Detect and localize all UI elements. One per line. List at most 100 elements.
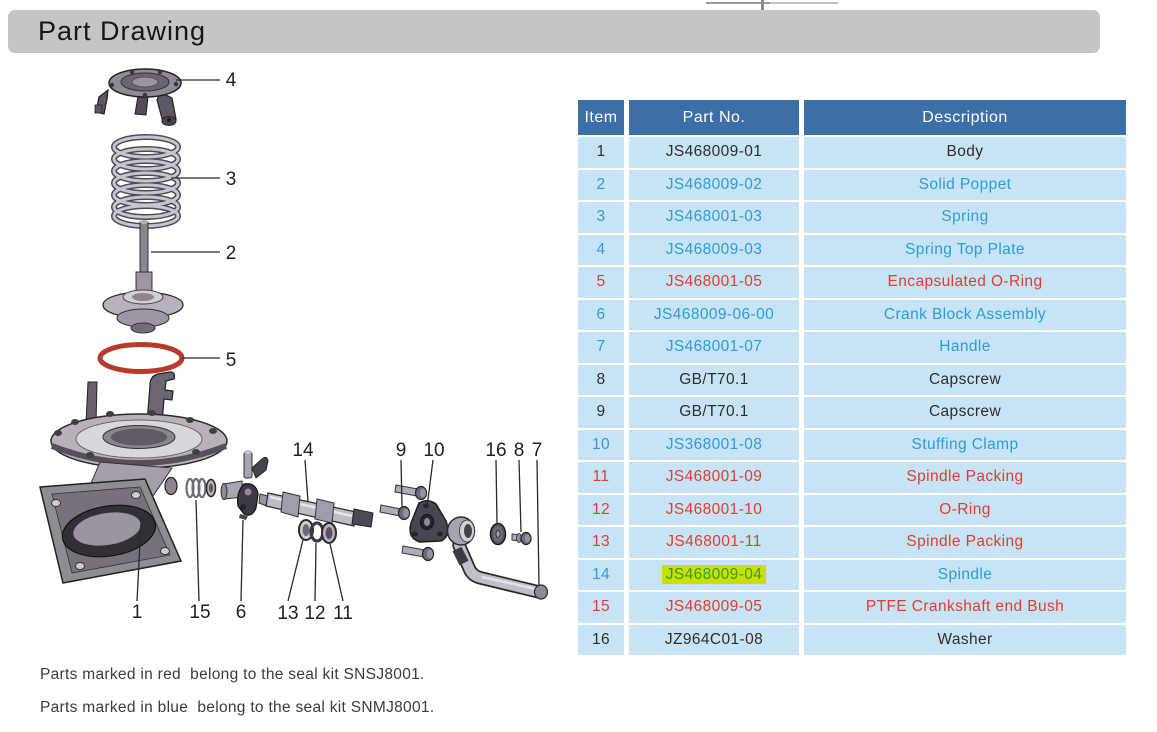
item-cell: 15 bbox=[578, 592, 624, 623]
table-row: 10 JS368001-08 Stuffing Clamp bbox=[578, 429, 1126, 460]
table-row: 15 JS468009-05 PTFE Crankshaft end Bush bbox=[578, 592, 1126, 623]
part-no-cell: JZ964C01-08 bbox=[629, 624, 799, 655]
part-no-cell: JS368001-08 bbox=[629, 429, 799, 460]
part-packing-rings bbox=[298, 519, 337, 544]
cropped-line-artifact bbox=[706, 2, 770, 4]
part-spring-top-plate bbox=[94, 68, 182, 126]
table-row: 3 JS468001-03 Spring bbox=[578, 202, 1126, 233]
description-cell: Stuffing Clamp bbox=[804, 429, 1126, 460]
callout-label-15: 15 bbox=[189, 602, 210, 623]
part-no-cell: JS468001-07 bbox=[629, 332, 799, 363]
part-body bbox=[39, 371, 228, 584]
callout-label-9: 9 bbox=[396, 440, 407, 461]
item-cell: 3 bbox=[578, 202, 624, 233]
part-no-cell: JS468001-10 bbox=[629, 494, 799, 525]
table-row: 8 GB/T70.1 Capscrew bbox=[578, 364, 1126, 395]
callout-label-2: 2 bbox=[226, 243, 237, 264]
table-row: 1 JS468009-01 Body bbox=[578, 137, 1126, 168]
part-spring bbox=[111, 134, 181, 229]
item-cell: 8 bbox=[578, 364, 624, 395]
table-row: 12 JS468001-10 O-Ring bbox=[578, 494, 1126, 525]
description-cell: O-Ring bbox=[804, 494, 1126, 525]
seal-kit-notes: Parts marked in red belong to the seal k… bbox=[40, 658, 434, 724]
cropped-tick-artifact bbox=[761, 0, 764, 11]
callout-label-14: 14 bbox=[292, 440, 314, 461]
description-cell: Capscrew bbox=[804, 364, 1126, 395]
description-cell: Washer bbox=[804, 624, 1126, 655]
item-cell: 7 bbox=[578, 332, 624, 363]
table-row: 2 JS468009-02 Solid Poppet bbox=[578, 169, 1126, 200]
part-no-cell: JS468009-01 bbox=[629, 137, 799, 168]
table-row: 13 JS468001-11 Spindle Packing bbox=[578, 527, 1126, 558]
callout-label-10: 10 bbox=[423, 440, 444, 461]
table-header-row: Item Part No. Description bbox=[578, 100, 1126, 135]
description-cell: Spindle Packing bbox=[804, 527, 1126, 558]
col-header-part-no: Part No. bbox=[629, 100, 799, 135]
part-washer bbox=[489, 522, 507, 546]
description-cell: Spring Top Plate bbox=[804, 234, 1126, 265]
table-row: 4 JS468009-03 Spring Top Plate bbox=[578, 234, 1126, 265]
item-cell: 1 bbox=[578, 137, 624, 168]
callout-label-3: 3 bbox=[226, 169, 237, 190]
table-row: 6 JS468009-06-00 Crank Block Assembly bbox=[578, 299, 1126, 330]
item-cell: 13 bbox=[578, 527, 624, 558]
part-crank-block bbox=[220, 450, 269, 520]
callout-label-8: 8 bbox=[514, 440, 525, 461]
section-header: Part Drawing bbox=[8, 10, 1100, 53]
item-cell: 16 bbox=[578, 624, 624, 655]
item-cell: 6 bbox=[578, 299, 624, 330]
page-title: Part Drawing bbox=[38, 16, 207, 46]
description-cell: Handle bbox=[804, 332, 1126, 363]
callout-label-7: 7 bbox=[532, 440, 543, 461]
part-capscrews bbox=[379, 484, 435, 562]
item-cell: 5 bbox=[578, 267, 624, 298]
exploded-view-diagram: 4 3 2 5 14 9 10 16 8 7 1 15 6 13 12 11 bbox=[39, 68, 549, 624]
description-cell: PTFE Crankshaft end Bush bbox=[804, 592, 1126, 623]
parts-table: Item Part No. Description 1 JS468009-01 … bbox=[573, 98, 1131, 657]
part-solid-poppet bbox=[102, 220, 184, 334]
part-encapsulated-o-ring bbox=[97, 342, 185, 374]
callout-label-5: 5 bbox=[226, 350, 237, 371]
callout-label-4: 4 bbox=[226, 70, 237, 91]
cropped-line-artifact-light bbox=[770, 2, 838, 4]
table-row: 14 JS468009-04 Spindle bbox=[578, 559, 1126, 590]
callout-label-6: 6 bbox=[236, 602, 247, 623]
table-row: 11 JS468001-09 Spindle Packing bbox=[578, 462, 1126, 493]
part-stuffing-clamp bbox=[409, 500, 449, 543]
description-cell: Spring bbox=[804, 202, 1126, 233]
part-no-cell: GB/T70.1 bbox=[629, 364, 799, 395]
part-capscrew-8 bbox=[511, 531, 532, 546]
highlighted-part-no: JS468009-04 bbox=[661, 564, 767, 584]
item-cell: 4 bbox=[578, 234, 624, 265]
part-no-cell: JS468001-09 bbox=[629, 462, 799, 493]
part-no-cell: JS468009-02 bbox=[629, 169, 799, 200]
item-cell: 10 bbox=[578, 429, 624, 460]
part-no-cell: GB/T70.1 bbox=[629, 397, 799, 428]
note-red-seal-kit: Parts marked in red belong to the seal k… bbox=[40, 666, 425, 683]
description-cell: Body bbox=[804, 137, 1126, 168]
part-no-cell: JS468009-04 bbox=[629, 559, 799, 590]
callout-label-13: 13 bbox=[277, 603, 298, 624]
description-cell: Solid Poppet bbox=[804, 169, 1126, 200]
description-cell: Crank Block Assembly bbox=[804, 299, 1126, 330]
item-cell: 14 bbox=[578, 559, 624, 590]
table-row: 7 JS468001-07 Handle bbox=[578, 332, 1126, 363]
part-no-cell: JS468009-05 bbox=[629, 592, 799, 623]
item-cell: 9 bbox=[578, 397, 624, 428]
callout-labels: 4 3 2 5 14 9 10 16 8 7 1 15 6 13 12 11 bbox=[132, 70, 543, 624]
col-header-item: Item bbox=[578, 100, 624, 135]
note-blue-seal-kit: Parts marked in blue belong to the seal … bbox=[40, 699, 435, 716]
description-cell: Spindle bbox=[804, 559, 1126, 590]
item-cell: 12 bbox=[578, 494, 624, 525]
item-cell: 2 bbox=[578, 169, 624, 200]
part-no-cell: JS468009-06-00 bbox=[629, 299, 799, 330]
table-row: 9 GB/T70.1 Capscrew bbox=[578, 397, 1126, 428]
part-handle bbox=[446, 516, 549, 600]
table-row: 16 JZ964C01-08 Washer bbox=[578, 624, 1126, 655]
col-header-description: Description bbox=[804, 100, 1126, 135]
callout-label-11: 11 bbox=[333, 603, 353, 624]
description-cell: Capscrew bbox=[804, 397, 1126, 428]
part-spindle bbox=[258, 491, 374, 528]
part-no-cell: JS468001-11 bbox=[629, 527, 799, 558]
table-row: 5 JS468001-05 Encapsulated O-Ring bbox=[578, 267, 1126, 298]
